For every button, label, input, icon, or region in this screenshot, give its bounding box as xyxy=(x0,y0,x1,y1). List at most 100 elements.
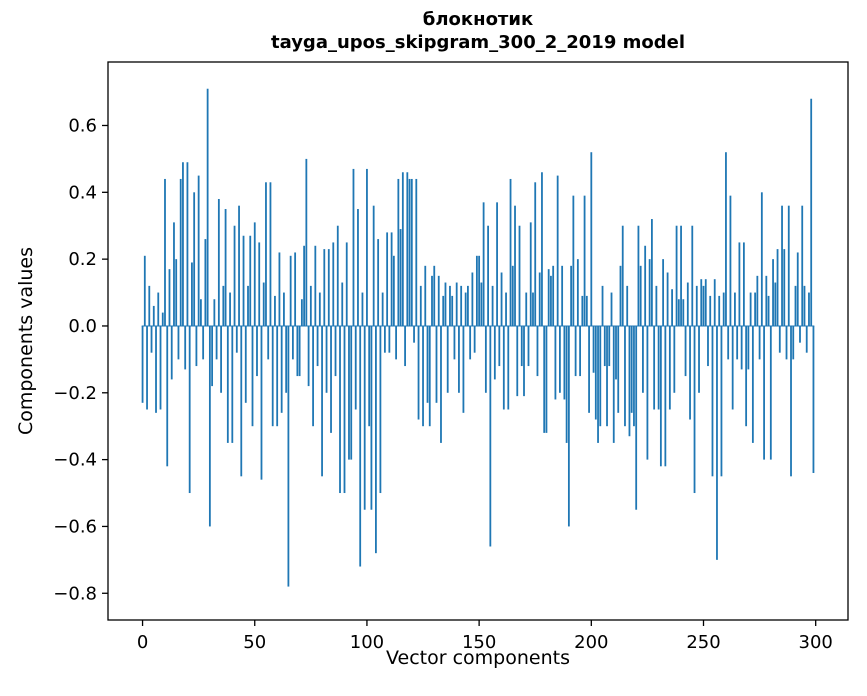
bar xyxy=(754,292,757,326)
x-tick-label: 250 xyxy=(686,632,720,653)
bar xyxy=(677,299,680,326)
bar xyxy=(291,325,294,360)
bar xyxy=(702,285,705,326)
bar xyxy=(406,172,409,326)
bar xyxy=(491,285,494,326)
bar xyxy=(482,202,485,326)
bar xyxy=(617,325,620,413)
bar xyxy=(188,325,191,494)
y-tick-label: −0.6 xyxy=(53,516,97,537)
bar xyxy=(235,325,238,353)
bar xyxy=(475,255,478,326)
bar xyxy=(161,312,164,326)
bar xyxy=(538,272,541,326)
y-tick-label: 0.6 xyxy=(68,115,97,136)
y-tick-label: 0.2 xyxy=(68,249,97,270)
bar xyxy=(493,325,496,380)
bar xyxy=(265,182,267,326)
bar xyxy=(581,295,584,326)
y-axis-label: Components values xyxy=(15,246,37,436)
bar xyxy=(370,325,373,510)
bar xyxy=(772,259,774,326)
bar xyxy=(774,282,777,326)
bar xyxy=(211,325,214,387)
bar xyxy=(307,325,310,387)
bar xyxy=(601,285,604,326)
bar xyxy=(621,225,624,326)
bar xyxy=(197,175,200,326)
bar xyxy=(639,265,642,326)
bar xyxy=(350,325,353,460)
bar xyxy=(579,325,581,377)
bar xyxy=(253,222,256,326)
bar xyxy=(206,88,209,326)
bar xyxy=(550,275,552,326)
bar xyxy=(740,325,743,370)
bar xyxy=(426,325,429,403)
bar xyxy=(444,282,447,326)
bar xyxy=(354,325,357,410)
bar xyxy=(637,225,640,326)
bar xyxy=(269,182,272,326)
bar xyxy=(484,325,487,393)
bar xyxy=(325,325,328,393)
bar xyxy=(424,265,427,326)
bar xyxy=(238,205,240,326)
y-tick-label: −0.2 xyxy=(53,383,97,404)
bar xyxy=(767,295,770,326)
chart-title: блокнотик tayga_upos_skipgram_300_2_2019… xyxy=(108,8,848,54)
bar xyxy=(276,325,279,427)
bar xyxy=(442,295,445,326)
bar xyxy=(410,178,413,326)
bar xyxy=(597,325,599,443)
bar xyxy=(644,245,647,326)
bar xyxy=(168,269,171,326)
bar xyxy=(141,325,144,403)
bar xyxy=(736,325,739,360)
bar xyxy=(541,172,543,326)
bar xyxy=(588,325,590,413)
bar xyxy=(552,265,555,326)
bar xyxy=(810,98,813,326)
bar xyxy=(451,295,454,326)
bar xyxy=(334,325,337,377)
bar xyxy=(368,325,371,427)
bar xyxy=(751,325,754,443)
bar xyxy=(314,245,317,326)
bar xyxy=(563,325,566,400)
bar xyxy=(567,325,570,527)
bar xyxy=(532,292,534,326)
bar xyxy=(686,282,689,326)
bar xyxy=(386,232,389,326)
bar xyxy=(359,325,362,567)
bar xyxy=(516,325,519,397)
bar xyxy=(175,259,178,326)
bar xyxy=(300,299,303,326)
bar xyxy=(659,325,662,467)
bar xyxy=(518,225,521,326)
bar xyxy=(662,259,665,326)
bar xyxy=(460,285,463,326)
bar xyxy=(467,285,469,326)
bar xyxy=(635,325,638,510)
bar xyxy=(729,195,732,326)
bar xyxy=(473,325,476,353)
bar xyxy=(801,205,804,326)
x-tick-label: 50 xyxy=(243,632,266,653)
bar xyxy=(401,172,404,326)
bar xyxy=(287,325,290,587)
bar xyxy=(435,325,438,403)
bar xyxy=(200,299,202,326)
bar xyxy=(159,325,162,410)
bar xyxy=(455,282,458,326)
bar xyxy=(415,178,418,326)
bar xyxy=(711,325,714,477)
bar xyxy=(309,285,312,326)
bar xyxy=(375,325,377,554)
bar xyxy=(249,235,252,326)
bar xyxy=(150,325,153,353)
bar xyxy=(164,178,166,326)
bar xyxy=(731,325,734,410)
bar xyxy=(805,325,808,353)
bar xyxy=(666,272,669,326)
